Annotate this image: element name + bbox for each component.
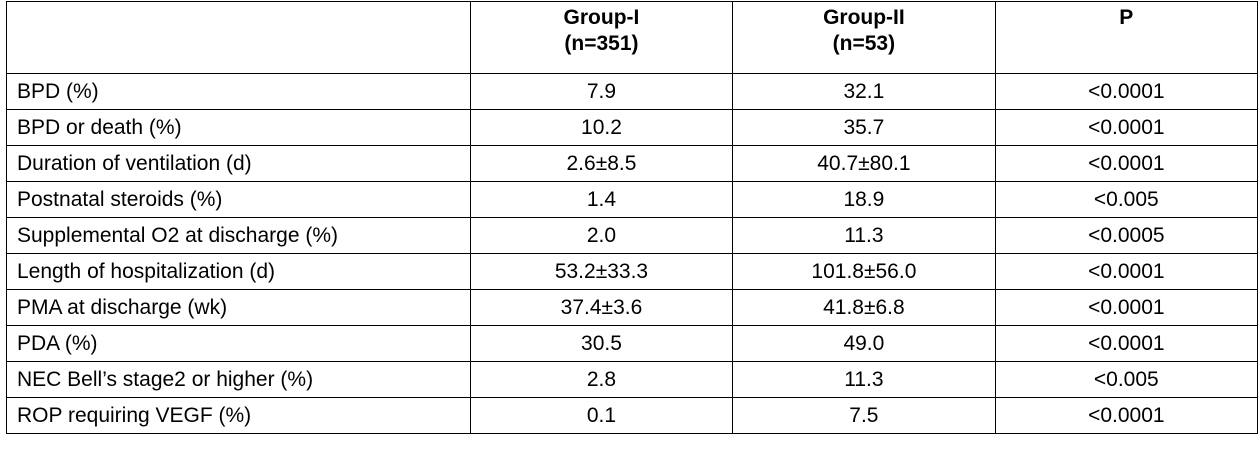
table-row: Length of hospitalization (d) 53.2±33.3 … [6, 253, 1258, 290]
header-group1-name: Group-I [563, 6, 640, 29]
row-label: ROP requiring VEGF (%) [6, 397, 471, 434]
group1-value: 2.0 [469, 217, 734, 254]
table-row: BPD (%) 7.9 32.1 <0.0001 [6, 73, 1258, 110]
row-label: PMA at discharge (wk) [6, 289, 471, 326]
table-row: PMA at discharge (wk) 37.4±3.6 41.8±6.8 … [6, 289, 1258, 326]
p-value: <0.005 [994, 361, 1258, 398]
p-value: <0.0001 [994, 325, 1258, 362]
header-cell-p: P [994, 1, 1258, 74]
group2-value: 40.7±80.1 [732, 145, 996, 182]
table-row: Duration of ventilation (d) 2.6±8.5 40.7… [6, 145, 1258, 182]
header-cell-group1: Group-I (n=351) [469, 1, 734, 74]
row-label: Supplemental O2 at discharge (%) [6, 217, 471, 254]
group1-value: 37.4±3.6 [469, 289, 734, 326]
header-cell-group2: Group-II (n=53) [732, 1, 996, 74]
group1-value: 7.9 [469, 73, 734, 110]
p-value: <0.0001 [994, 73, 1258, 110]
header-p-label: P [1119, 6, 1134, 29]
p-value: <0.005 [994, 181, 1258, 218]
p-value: <0.0001 [994, 289, 1258, 326]
group2-value: 32.1 [732, 73, 996, 110]
group2-value: 41.8±6.8 [732, 289, 996, 326]
group1-value: 10.2 [469, 109, 734, 146]
table-row: PDA (%) 30.5 49.0 <0.0001 [6, 325, 1258, 362]
group2-value: 11.3 [732, 361, 996, 398]
group1-value: 53.2±33.3 [469, 253, 734, 290]
group2-value: 101.8±56.0 [732, 253, 996, 290]
row-label: BPD (%) [6, 73, 471, 110]
table-body: BPD (%) 7.9 32.1 <0.0001 BPD or death (%… [6, 73, 1258, 434]
table-row: Supplemental O2 at discharge (%) 2.0 11.… [6, 217, 1258, 254]
header-cell-empty [6, 1, 471, 74]
group1-value: 1.4 [469, 181, 734, 218]
group2-value: 18.9 [732, 181, 996, 218]
header-group1-n: (n=351) [564, 32, 639, 55]
group2-value: 11.3 [732, 217, 996, 254]
p-value: <0.0001 [994, 253, 1258, 290]
group2-value: 49.0 [732, 325, 996, 362]
group1-value: 0.1 [469, 397, 734, 434]
results-table: Group-I (n=351) Group-II (n=53) P BPD (%… [6, 1, 1258, 434]
row-label: Duration of ventilation (d) [6, 145, 471, 182]
header-group2-n: (n=53) [832, 32, 896, 55]
group2-value: 35.7 [732, 109, 996, 146]
table-row: NEC Bell’s stage2 or higher (%) 2.8 11.3… [6, 361, 1258, 398]
table-row: Postnatal steroids (%) 1.4 18.9 <0.005 [6, 181, 1258, 218]
group1-value: 2.8 [469, 361, 734, 398]
row-label: Postnatal steroids (%) [6, 181, 471, 218]
p-value: <0.0001 [994, 109, 1258, 146]
group2-value: 7.5 [732, 397, 996, 434]
row-label: Length of hospitalization (d) [6, 253, 471, 290]
row-label: NEC Bell’s stage2 or higher (%) [6, 361, 471, 398]
group1-value: 2.6±8.5 [469, 145, 734, 182]
group1-value: 30.5 [469, 325, 734, 362]
table-row: BPD or death (%) 10.2 35.7 <0.0001 [6, 109, 1258, 146]
table-header: Group-I (n=351) Group-II (n=53) P [6, 1, 1258, 74]
p-value: <0.0001 [994, 397, 1258, 434]
row-label: BPD or death (%) [6, 109, 471, 146]
p-value: <0.0005 [994, 217, 1258, 254]
header-group2-name: Group-II [823, 6, 905, 29]
row-label: PDA (%) [6, 325, 471, 362]
header-row: Group-I (n=351) Group-II (n=53) P [6, 1, 1258, 74]
p-value: <0.0001 [994, 145, 1258, 182]
table-row: ROP requiring VEGF (%) 0.1 7.5 <0.0001 [6, 397, 1258, 434]
